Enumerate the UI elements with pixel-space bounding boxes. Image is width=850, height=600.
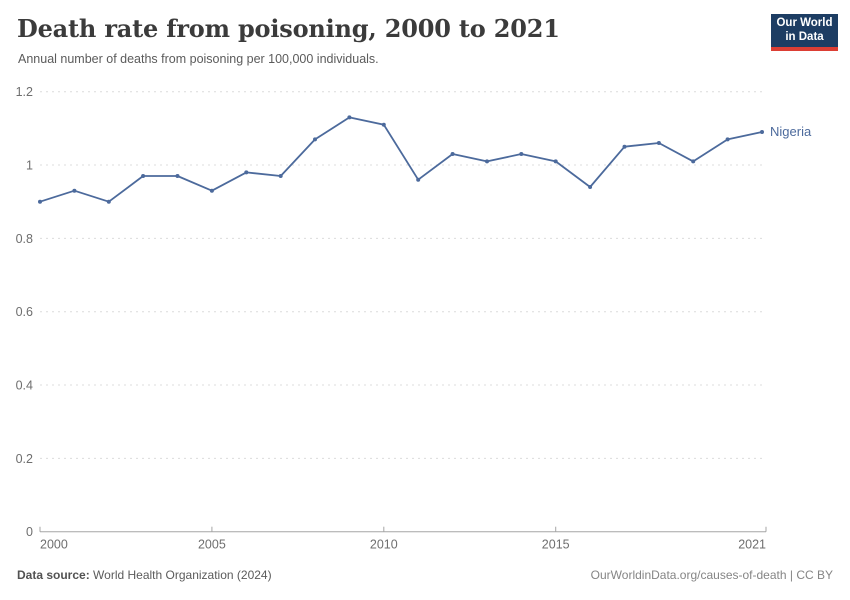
data-point xyxy=(519,152,524,156)
x-axis-label: 2000 xyxy=(40,538,68,552)
chart-footer: Data source: World Health Organization (… xyxy=(17,568,833,582)
data-point xyxy=(278,174,283,178)
y-axis-label: 0 xyxy=(26,525,33,539)
data-point xyxy=(691,159,696,164)
data-line xyxy=(39,116,763,203)
data-source: Data source: World Health Organization (… xyxy=(17,568,272,582)
data-point xyxy=(72,188,77,193)
data-point xyxy=(656,141,661,145)
chart-subtitle: Annual number of deaths from poisoning p… xyxy=(18,52,379,66)
x-axis-label: 2015 xyxy=(542,538,570,552)
data-point xyxy=(347,115,352,120)
data-point xyxy=(553,159,558,164)
data-point xyxy=(416,177,421,182)
owid-logo-line1: Our World xyxy=(776,16,833,29)
data-point xyxy=(588,185,593,189)
data-point xyxy=(313,137,317,142)
data-point xyxy=(622,144,627,149)
data-point xyxy=(485,159,489,164)
data-source-label: Data source: xyxy=(17,568,90,582)
data-point xyxy=(106,199,111,204)
x-axis-label: 2010 xyxy=(370,538,398,552)
y-axis-label: 0.2 xyxy=(16,452,33,466)
x-axis-label: 2005 xyxy=(198,538,226,552)
data-point xyxy=(725,137,730,142)
y-axis-label: 0.6 xyxy=(16,305,33,319)
y-axis-label: 1 xyxy=(26,159,33,173)
owid-logo: Our World in Data xyxy=(771,14,838,51)
data-point xyxy=(175,174,180,178)
data-point xyxy=(141,174,146,178)
data-source-value: World Health Organization (2024) xyxy=(93,568,272,582)
y-axis-label: 0.4 xyxy=(16,379,33,393)
data-point xyxy=(760,130,764,134)
x-axis-label: 2021 xyxy=(738,538,766,552)
data-point xyxy=(38,199,42,204)
data-point xyxy=(450,152,455,156)
y-axis-label: 1.2 xyxy=(16,85,33,99)
chart-title: Death rate from poisoning, 2000 to 2021 xyxy=(17,14,560,43)
data-point xyxy=(244,170,249,175)
y-axis-label: 0.8 xyxy=(16,232,33,246)
series-end-label: Nigeria xyxy=(770,124,812,139)
credit-line: OurWorldinData.org/causes-of-death | CC … xyxy=(590,568,833,582)
owid-logo-line2: in Data xyxy=(785,30,824,43)
data-point xyxy=(209,188,214,193)
data-point xyxy=(381,122,386,127)
